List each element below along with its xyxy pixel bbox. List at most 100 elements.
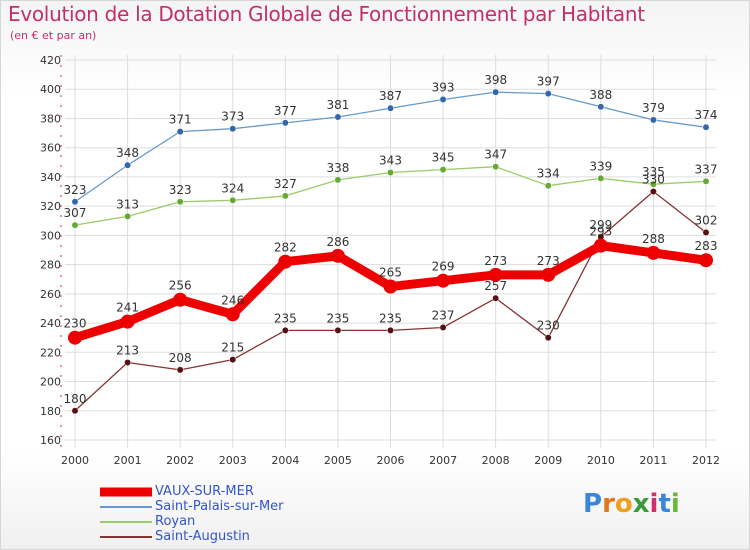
data-point [124,161,132,169]
data-point [71,407,79,415]
x-tick-label: 2007 [429,454,457,467]
data-label: 208 [169,351,192,365]
y-tick-label: 380 [40,112,61,125]
data-point [597,103,605,111]
data-label: 334 [537,167,560,181]
legend-swatch [100,520,152,523]
data-point [646,245,661,260]
data-point [439,96,447,103]
y-tick-label: 220 [40,346,61,359]
data-label: 338 [326,161,349,175]
data-label: 215 [221,341,244,355]
data-label: 347 [484,148,507,162]
data-label: 235 [274,311,297,325]
y-tick-label: 320 [40,200,61,213]
chart-title: Evolution de la Dotation Globale de Fonc… [8,2,645,26]
data-label: 323 [64,183,87,197]
data-point [387,169,394,176]
data-label: 398 [484,73,507,87]
data-point [439,324,447,331]
legend-label: Saint-Augustin [155,529,250,544]
data-point [176,198,184,206]
data-label: 269 [432,260,455,274]
data-label: 327 [274,177,297,191]
data-point [225,307,240,322]
data-point [334,113,342,121]
legend-swatch [100,487,152,496]
y-tick-label: 400 [40,83,61,96]
data-label: 335 [642,165,665,179]
data-label: 282 [274,241,297,255]
x-tick-label: 2004 [271,454,299,467]
data-point [387,104,394,112]
data-point [173,292,188,307]
legend-item: Saint-Augustin [100,529,360,544]
legend-label: VAUX-SUR-MER [155,484,254,499]
data-point [544,90,552,98]
data-point [176,366,184,374]
data-label: 241 [116,301,139,315]
data-label: 257 [484,279,507,293]
data-point [492,294,500,302]
data-label: 324 [221,181,244,195]
data-point [649,188,657,195]
legend-label: Saint-Palais-sur-Mer [155,499,284,514]
logo-letter: x [632,489,650,519]
data-point [544,334,552,342]
data-label: 323 [169,183,192,197]
data-label: 293 [589,225,612,239]
proxiti-logo: Proxiti [583,489,680,519]
y-tick-label: 300 [40,229,61,242]
data-point [281,326,289,334]
data-point [229,196,237,204]
data-point [124,359,132,366]
x-tick-label: 2000 [61,454,89,467]
data-point [699,253,713,268]
y-tick-label: 260 [40,288,61,301]
data-point [593,238,608,253]
data-point [492,163,500,171]
y-tick-label: 180 [40,405,61,418]
data-label: 393 [432,80,455,94]
data-label: 388 [589,88,612,102]
data-label: 339 [589,159,612,173]
x-tick-label: 2010 [587,454,615,467]
data-label: 265 [379,266,402,280]
data-point [120,314,135,329]
data-label: 330 [642,173,665,187]
x-tick-label: 2006 [377,454,405,467]
logo-letter: o [614,489,633,519]
data-label: 381 [326,98,349,112]
data-point [383,279,398,294]
data-point [334,326,342,334]
data-point [544,182,552,190]
logo-letter: i [649,489,659,519]
logo-letter: i [670,489,680,519]
data-label: 307 [64,206,87,220]
data-point [649,180,657,188]
data-label: 348 [116,146,139,160]
data-label: 283 [695,239,718,253]
legend-swatch [100,505,152,508]
x-tick-label: 2009 [534,454,562,467]
data-point [330,248,345,263]
data-label: 337 [695,162,718,176]
x-tick-label: 2003 [219,454,247,467]
data-label: 256 [169,279,192,293]
logo-letter: P [583,489,603,519]
y-tick-label: 200 [40,376,61,389]
data-point [541,267,556,282]
data-point [71,221,79,229]
data-point [649,116,657,124]
data-point [229,125,237,133]
data-label: 302 [695,213,718,227]
data-point [124,212,132,220]
data-point [702,229,710,236]
x-tick-label: 2002 [166,454,194,467]
data-label: 377 [274,104,297,118]
data-point [176,128,184,136]
y-tick-label: 420 [40,54,61,67]
x-tick-label: 2005 [324,454,352,467]
data-label: 397 [537,75,560,89]
data-label: 288 [642,232,665,246]
